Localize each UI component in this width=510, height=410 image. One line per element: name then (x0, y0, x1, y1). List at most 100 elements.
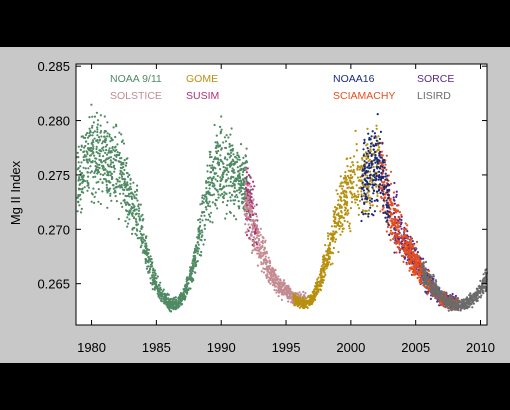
data-point (137, 212, 141, 215)
data-point (76, 210, 79, 213)
data-point (244, 166, 247, 169)
data-point (216, 161, 220, 164)
data-point (375, 175, 378, 178)
data-point (411, 273, 415, 276)
data-point (326, 232, 329, 235)
data-point (484, 287, 487, 290)
data-point (295, 302, 298, 305)
data-point (432, 275, 435, 278)
data-point (346, 209, 349, 212)
data-point (199, 224, 202, 228)
data-point (242, 156, 245, 159)
data-point (82, 159, 85, 162)
data-point (234, 162, 237, 165)
data-point (333, 213, 336, 216)
data-point (372, 170, 375, 173)
data-point (385, 230, 388, 233)
data-point (363, 138, 366, 141)
data-point (369, 206, 372, 209)
data-point (391, 231, 394, 234)
data-point (153, 269, 156, 272)
data-point (122, 142, 126, 145)
data-point (137, 209, 141, 212)
data-point (145, 253, 148, 256)
data-point (370, 200, 373, 203)
data-point (246, 201, 249, 204)
data-point (338, 224, 341, 228)
data-point (182, 288, 185, 291)
data-point (241, 200, 244, 203)
data-point (368, 199, 372, 202)
data-point (390, 211, 393, 214)
data-point (363, 202, 366, 205)
data-point (378, 170, 381, 173)
data-point (227, 170, 230, 174)
data-point (145, 242, 148, 245)
data-point (131, 206, 134, 210)
data-point (248, 205, 252, 208)
data-point (126, 175, 130, 178)
data-point (101, 181, 104, 184)
data-point (368, 158, 371, 161)
data-point (370, 135, 373, 138)
data-point (423, 279, 426, 282)
data-point (346, 165, 349, 168)
data-point (440, 290, 443, 294)
data-point (319, 281, 322, 284)
data-point (182, 293, 185, 296)
data-point (217, 196, 220, 199)
data-point (373, 150, 377, 154)
data-point (412, 250, 415, 253)
data-point (107, 149, 110, 152)
data-point (78, 176, 81, 179)
data-point (373, 176, 376, 179)
data-point (109, 163, 112, 166)
data-point (276, 283, 280, 286)
data-point (226, 152, 230, 155)
data-point (318, 273, 322, 276)
data-point (226, 199, 229, 202)
data-point (101, 167, 104, 170)
data-point (99, 178, 102, 181)
data-point (482, 273, 485, 276)
data-point (371, 181, 374, 184)
data-point (403, 257, 406, 260)
data-point (92, 145, 95, 148)
data-point (392, 207, 395, 210)
data-point (363, 167, 366, 170)
data-point (146, 265, 149, 268)
data-point (419, 282, 423, 285)
data-point (468, 297, 471, 301)
x-tick-label: 2000 (336, 340, 365, 355)
data-point (343, 193, 346, 196)
data-point (294, 294, 297, 297)
data-point (221, 173, 224, 176)
data-point (480, 294, 483, 297)
data-point (257, 237, 260, 241)
data-point (372, 148, 375, 151)
data-point (287, 295, 291, 298)
data-point (365, 197, 369, 200)
data-point (107, 165, 110, 168)
data-point (135, 208, 138, 211)
data-point (147, 248, 151, 251)
data-point (198, 218, 202, 221)
data-point (222, 162, 225, 165)
data-point (348, 179, 352, 182)
data-point (437, 297, 440, 300)
data-point (219, 168, 222, 171)
data-point (277, 288, 280, 291)
data-point (377, 185, 380, 188)
data-point (374, 135, 377, 138)
data-point (175, 305, 178, 308)
data-point (92, 131, 95, 134)
data-point (257, 249, 260, 252)
data-point (387, 214, 390, 217)
data-point (376, 205, 379, 208)
data-point (83, 146, 86, 149)
data-point (140, 227, 143, 231)
data-point (430, 283, 433, 286)
data-point (165, 297, 168, 301)
data-point (217, 158, 220, 161)
data-point (227, 177, 230, 180)
